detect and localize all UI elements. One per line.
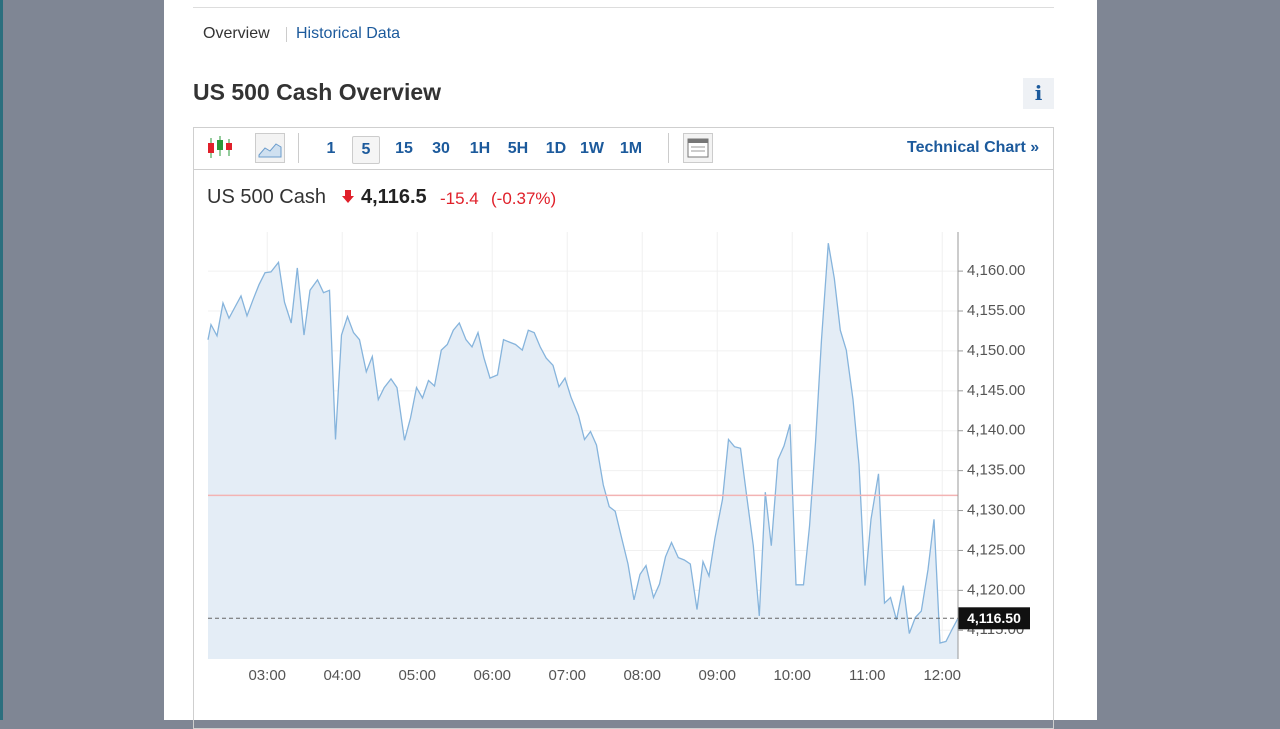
- toolbar-separator: [298, 133, 299, 163]
- interval-button[interactable]: 1W: [580, 140, 604, 157]
- x-tick-label: 12:00: [923, 667, 961, 684]
- x-tick-label: 11:00: [849, 667, 885, 684]
- interval-button[interactable]: 1H: [469, 140, 491, 157]
- page-title: US 500 Cash Overview: [193, 79, 442, 105]
- last-price-label: 4,116.50: [967, 610, 1021, 626]
- price-change: -15.4: [440, 189, 479, 208]
- y-tick-label: 4,125.00: [967, 541, 1025, 558]
- line-chart-icon[interactable]: [255, 133, 285, 163]
- last-price: 4,116.5: [361, 186, 427, 208]
- technical-chart-link[interactable]: Technical Chart »: [907, 139, 1039, 157]
- candlestick-icon[interactable]: [205, 134, 235, 162]
- price-line: [207, 243, 959, 644]
- y-tick-label: 4,140.00: [967, 422, 1025, 439]
- percent-change: (-0.37%): [491, 189, 557, 208]
- info-button[interactable]: i: [1023, 78, 1054, 109]
- y-tick-label: 4,160.00: [967, 262, 1025, 279]
- interval-button[interactable]: 15: [395, 140, 413, 157]
- down-arrow-icon: [342, 190, 354, 203]
- x-tick-label: 10:00: [773, 667, 811, 684]
- edge-strip: [0, 0, 3, 720]
- y-tick-label: 4,135.00: [967, 462, 1025, 479]
- tab-separator: [286, 27, 287, 42]
- x-tick-label: 05:00: [398, 667, 436, 684]
- tab[interactable]: Overview: [203, 25, 270, 42]
- interval-button[interactable]: 5: [352, 136, 380, 164]
- interval-button[interactable]: 30: [432, 140, 450, 157]
- instrument-name: US 500 Cash: [207, 186, 326, 208]
- price-chart: Investing.com4,115.004,120.004,125.004,1…: [207, 232, 1030, 684]
- divider: [193, 7, 1054, 8]
- x-tick-label: 09:00: [698, 667, 736, 684]
- y-tick-label: 4,150.00: [967, 342, 1025, 359]
- toolbar-divider: [193, 169, 1054, 170]
- interval-button[interactable]: 1D: [545, 140, 567, 157]
- y-tick-label: 4,145.00: [967, 382, 1025, 399]
- link-arrow[interactable]: »: [1030, 139, 1040, 156]
- price-area: [208, 243, 958, 659]
- last-price-badge: [958, 607, 1030, 630]
- y-tick-label: 4,155.00: [967, 302, 1025, 319]
- y-tick-label: 4,120.00: [967, 581, 1025, 598]
- x-tick-label: 08:00: [623, 667, 661, 684]
- x-tick-label: 03:00: [248, 667, 286, 684]
- x-tick-label: 07:00: [548, 667, 586, 684]
- calendar-icon[interactable]: [683, 133, 713, 163]
- y-tick-label: 4,130.00: [967, 502, 1025, 519]
- x-tick-label: 06:00: [473, 667, 511, 684]
- interval-button[interactable]: 1: [326, 140, 336, 157]
- interval-button[interactable]: 5H: [507, 140, 529, 157]
- link-text[interactable]: Technical Chart: [907, 139, 1026, 156]
- toolbar-separator: [668, 133, 669, 163]
- interval-button[interactable]: 1M: [619, 140, 643, 157]
- x-tick-label: 04:00: [323, 667, 361, 684]
- tab[interactable]: Historical Data: [296, 25, 401, 42]
